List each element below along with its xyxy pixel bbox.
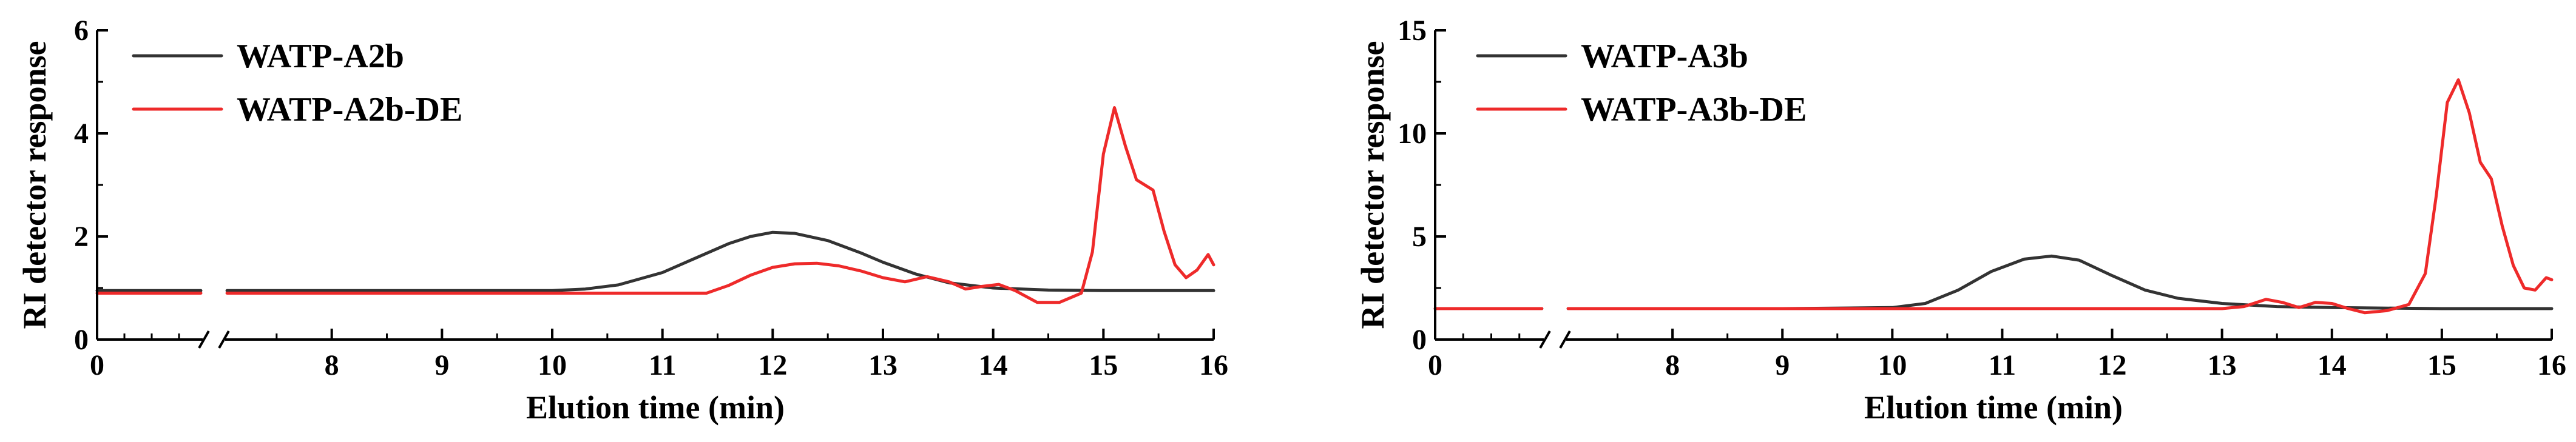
x-tick-label: 10 bbox=[1878, 349, 1907, 381]
x-tick-label: 14 bbox=[2317, 349, 2347, 381]
x-axis-label: Elution time (min) bbox=[1864, 389, 2123, 426]
axis-break-mark-2 bbox=[218, 330, 230, 349]
x-axis-label: Elution time (min) bbox=[526, 389, 785, 426]
y-tick-label: 15 bbox=[1398, 15, 1427, 47]
axis-break-mark-1 bbox=[1539, 330, 1551, 349]
y-tick-label: 2 bbox=[74, 221, 89, 253]
chart-panel-left: 0 2 4 6 0 8 9 10 11 12 13 14 15 16 Elution time (min) R… bbox=[16, 15, 1228, 426]
legend-label: WATP-A2b-DE bbox=[237, 91, 462, 129]
x-tick-label: 16 bbox=[1199, 349, 1228, 381]
y-axis-label: RI detector response bbox=[16, 41, 53, 329]
x-tick-label: 0 bbox=[1428, 349, 1442, 381]
y-tick-label: 4 bbox=[74, 118, 89, 150]
x-tick-label: 0 bbox=[90, 349, 104, 381]
legend-label: WATP-A3b-DE bbox=[1581, 91, 1807, 129]
x-tick-label: 8 bbox=[1665, 349, 1680, 381]
series-line-watp-a2b-de-part-2 bbox=[225, 106, 1215, 304]
x-tick-label: 11 bbox=[1989, 349, 2016, 381]
x-tick-label: 13 bbox=[868, 349, 898, 381]
axis-break-mark-1 bbox=[198, 330, 210, 349]
y-tick-label: 10 bbox=[1398, 118, 1427, 150]
x-tick-label: 8 bbox=[325, 349, 339, 381]
series-line-watp-a3b-part-2 bbox=[1566, 254, 2554, 310]
series-line-watp-a2b-part-2 bbox=[225, 230, 1215, 292]
y-tick-label: 0 bbox=[1412, 324, 1427, 356]
x-tick-label: 13 bbox=[2208, 349, 2237, 381]
x-tick-label: 14 bbox=[979, 349, 1008, 381]
x-tick-label: 11 bbox=[649, 349, 676, 381]
legend-label: WATP-A3b bbox=[1581, 38, 1748, 75]
legend-label: WATP-A2b bbox=[237, 38, 404, 75]
series-line-watp-a3b-de-part-2 bbox=[1566, 78, 2554, 315]
y-tick-label: 0 bbox=[74, 324, 89, 356]
chart-panel-right: 0 5 10 15 0 8 9 10 11 12 13 14 15 16 Elution time (min… bbox=[1354, 15, 2566, 426]
y-tick-label: 6 bbox=[74, 15, 89, 47]
x-tick-label: 9 bbox=[434, 349, 449, 381]
x-tick-label: 12 bbox=[758, 349, 787, 381]
y-tick-label: 5 bbox=[1412, 221, 1427, 253]
y-axis-label: RI detector response bbox=[1354, 41, 1391, 329]
x-tick-label: 16 bbox=[2537, 349, 2566, 381]
x-tick-label: 10 bbox=[538, 349, 567, 381]
x-tick-label: 12 bbox=[2098, 349, 2127, 381]
x-tick-label: 15 bbox=[2427, 349, 2456, 381]
axis-break-mark-2 bbox=[1559, 330, 1571, 349]
x-tick-label: 9 bbox=[1775, 349, 1790, 381]
x-tick-label: 15 bbox=[1089, 349, 1118, 381]
